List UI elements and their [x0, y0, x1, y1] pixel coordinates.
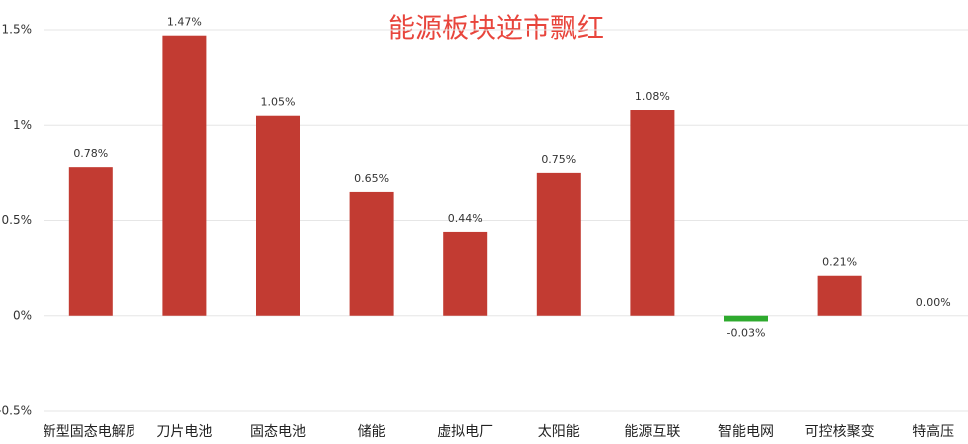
value-label: 0.00%	[916, 296, 951, 309]
value-label: 0.75%	[541, 153, 576, 166]
x-tick-label: 虚拟电厂	[437, 424, 493, 440]
value-label: 0.78%	[73, 147, 108, 160]
x-tick-label: 能源互联	[624, 424, 680, 440]
bar	[443, 231, 488, 316]
x-tick-label: 储能	[358, 424, 386, 440]
x-tick-label: 可控核聚变	[805, 424, 875, 440]
value-label: -0.03%	[727, 326, 766, 339]
x-tick-label: 智能电网	[718, 424, 774, 440]
bar	[349, 191, 394, 316]
y-tick-label: 0%	[13, 308, 32, 322]
y-tick-label: -0.5%	[0, 404, 32, 418]
x-tick-label: 新型固态电解质	[42, 424, 140, 440]
bar	[724, 315, 768, 322]
value-label: 0.44%	[448, 212, 483, 225]
bar	[630, 110, 675, 316]
y-tick-label: 1%	[13, 118, 32, 132]
value-label: 0.21%	[822, 256, 857, 269]
x-tick-label: 特高压	[912, 423, 954, 440]
bar	[162, 35, 207, 316]
value-label: 1.47%	[167, 16, 202, 29]
x-tick-label: 固态电池	[250, 424, 306, 440]
y-tick-label: 0.5%	[2, 213, 33, 227]
bar	[68, 167, 113, 316]
y-tick-label: 1.5%	[2, 23, 33, 37]
value-label: 0.65%	[354, 172, 389, 185]
value-label: 1.05%	[261, 96, 296, 109]
x-tick-label: 太阳能	[538, 424, 580, 440]
bar	[536, 172, 581, 316]
bar	[256, 115, 300, 316]
bar	[817, 275, 862, 316]
chart-title: 能源板块逆市飘红	[388, 14, 604, 45]
value-label: 1.08%	[635, 90, 670, 103]
x-tick-label: 刀片电池	[156, 424, 212, 440]
